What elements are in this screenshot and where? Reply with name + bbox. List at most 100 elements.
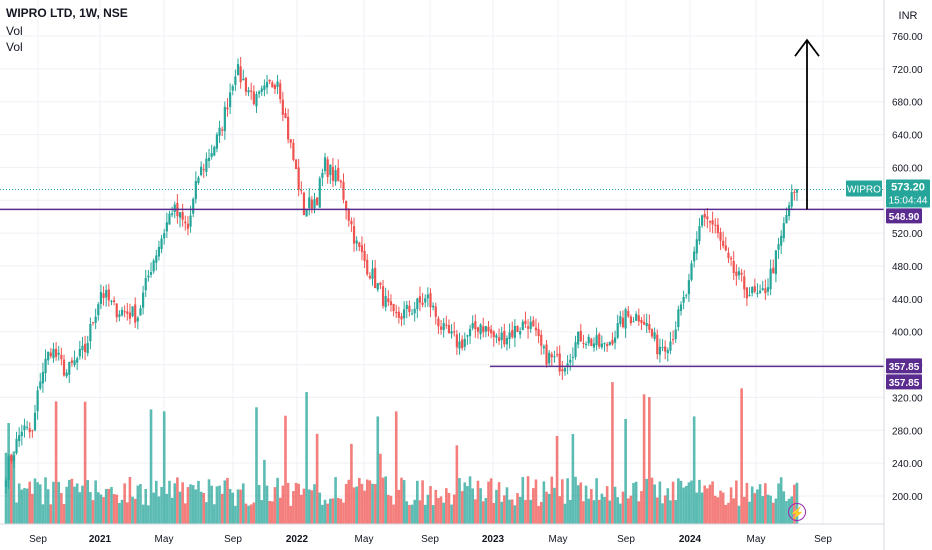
y-tick-label: 400.00 (892, 328, 923, 339)
volume-bar (706, 488, 709, 524)
candle-body (36, 390, 39, 412)
candle-body (44, 358, 47, 374)
volume-bar (539, 501, 543, 524)
candle-body (608, 341, 611, 345)
candle-body (418, 296, 422, 303)
volume-bar (358, 477, 361, 524)
candle-body (97, 304, 100, 316)
candle-body (213, 146, 216, 156)
volume-bar (592, 500, 596, 524)
candle-body (511, 330, 514, 338)
candle-body (371, 268, 374, 279)
volume-bar (144, 488, 148, 524)
volume-bar (255, 407, 258, 524)
volume-bar (695, 492, 699, 524)
volume-bar (437, 498, 440, 524)
price-badges: WIPRO 573.20 15:04:44 548.90 357.85 357.85 (846, 179, 930, 390)
volume-bar (128, 476, 132, 524)
candle-body (76, 358, 79, 363)
candle-body (107, 289, 110, 301)
candle-body (305, 209, 308, 217)
volume-bar (102, 497, 105, 524)
y-tick-label: 320.00 (892, 393, 923, 404)
volume-bar (360, 483, 364, 524)
candle-body (147, 275, 150, 278)
volume-bar (700, 492, 704, 524)
candle-body (408, 305, 411, 313)
candle-body (165, 222, 168, 232)
candle-body (281, 99, 284, 115)
volume-bar (215, 486, 219, 524)
candle-body (598, 334, 601, 347)
x-tick-label: May (549, 534, 568, 545)
candle-body (329, 164, 332, 175)
candle-body (574, 342, 577, 358)
candle-body (12, 455, 16, 462)
volume-indicator-label-2[interactable]: Vol (6, 40, 23, 54)
candle-body (81, 345, 84, 351)
volume-bar (568, 499, 572, 524)
candle-body (513, 325, 516, 338)
volume-bar (91, 500, 95, 524)
candle-body (782, 223, 785, 239)
volume-bar (481, 501, 485, 524)
candle-body (711, 220, 714, 225)
y-tick-label: 480.00 (892, 262, 923, 273)
candle-body (687, 280, 690, 295)
volume-bar (408, 504, 411, 524)
candle-body (252, 91, 255, 105)
candle-body (99, 291, 103, 304)
candle-body (149, 272, 153, 275)
candle-body (595, 335, 598, 346)
candle-body (772, 267, 775, 274)
candle-body (218, 127, 221, 136)
candle-body (205, 158, 208, 173)
target-arrowhead (794, 38, 820, 57)
candle-body (350, 220, 353, 225)
volume-bar (207, 479, 211, 524)
candle-body (313, 199, 316, 209)
x-tick-label: 2023 (482, 534, 505, 545)
candle-body (577, 331, 580, 345)
candle-body (78, 348, 81, 357)
candle-body (173, 204, 176, 213)
candle-body (118, 314, 121, 317)
candle-body (497, 337, 501, 342)
volume-bar (310, 490, 314, 524)
candle-body (616, 323, 619, 338)
volume-bar (339, 498, 343, 524)
volume-bar (49, 504, 53, 524)
volume-indicator-label[interactable]: Vol (6, 24, 23, 38)
volume-bar (655, 497, 659, 524)
candle-body (769, 268, 772, 290)
candle-body (68, 361, 71, 375)
volume-bar (785, 500, 788, 524)
candle-body (358, 242, 361, 247)
candle-body (766, 287, 770, 292)
volume-bar (107, 488, 111, 524)
currency-button[interactable]: INR (898, 10, 918, 22)
candle-body (645, 323, 648, 327)
volume-bar (492, 502, 496, 524)
volume-bar (17, 483, 21, 524)
volume-bar (52, 481, 55, 524)
candle-body (569, 359, 572, 363)
volume-bar (94, 480, 97, 524)
volume-bar (160, 486, 163, 524)
lightning-icon[interactable]: ⚡ (788, 503, 806, 521)
candle-body (131, 306, 134, 317)
volume-bar (619, 503, 622, 524)
candle-body (579, 330, 582, 342)
candle-body (516, 325, 519, 332)
volume-bar (774, 498, 778, 524)
volume-bar (365, 479, 369, 524)
candle-body (603, 343, 606, 345)
volume-bar (524, 500, 527, 524)
candle-body (184, 221, 187, 224)
volume-bar (584, 485, 588, 524)
candle-body (624, 309, 627, 329)
candle-body (4, 480, 8, 487)
volume-bar (381, 477, 385, 524)
volume-bar (721, 492, 725, 524)
